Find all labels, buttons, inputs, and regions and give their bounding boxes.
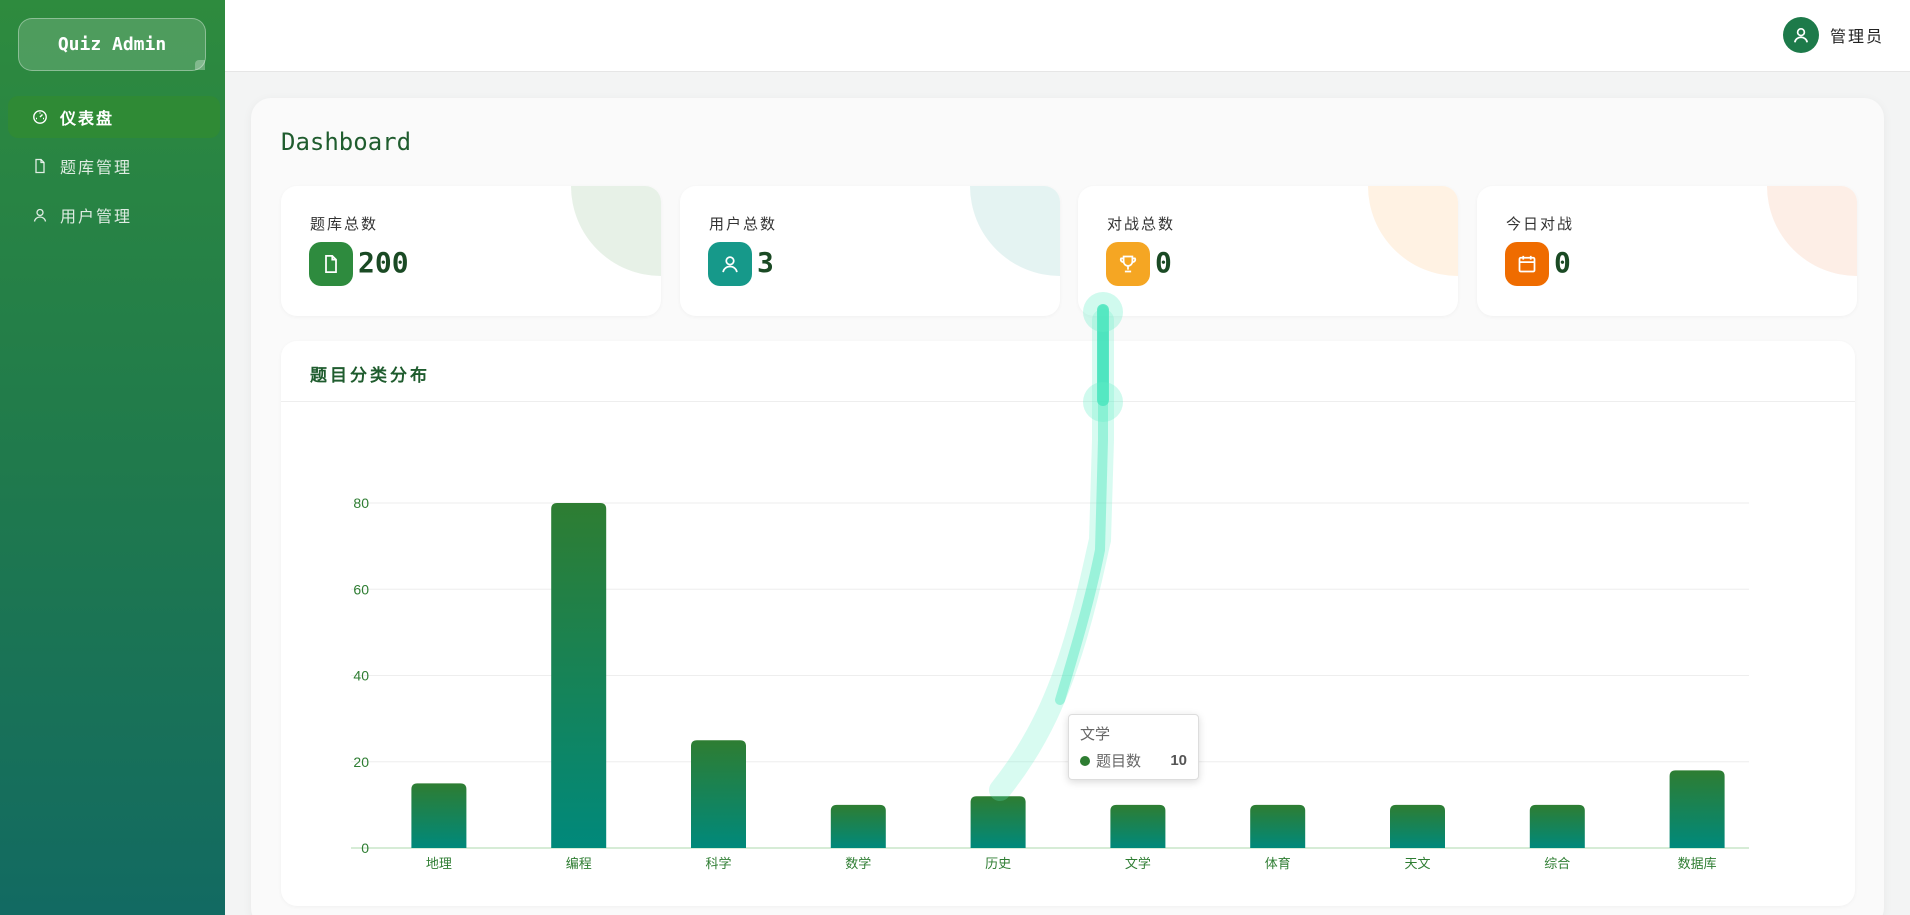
y-tick-label: 20	[353, 754, 369, 770]
stat-icon-badge	[1505, 242, 1549, 286]
user-icon	[33, 208, 47, 222]
stat-icon-badge	[309, 242, 353, 286]
y-tick-label: 0	[361, 840, 369, 856]
chart-bar[interactable]	[1529, 804, 1585, 848]
tooltip-row: 题目数 10	[1080, 750, 1187, 771]
stat-card-battles: 对战总数 0	[1078, 186, 1458, 316]
chart-tooltip: 文学 题目数 10	[1068, 714, 1199, 780]
document-icon	[35, 158, 45, 174]
x-tick-label: 天文	[1404, 857, 1430, 872]
tooltip-value: 10	[1170, 752, 1187, 769]
divider	[281, 401, 1855, 402]
y-tick-label: 80	[353, 495, 369, 511]
chart-bar[interactable]	[691, 740, 746, 848]
stat-icon-badge	[708, 242, 752, 286]
sidebar-item-questions[interactable]: 题库管理	[8, 145, 220, 187]
card-decoration	[1368, 186, 1458, 276]
stat-value: 0	[1155, 246, 1172, 279]
sidebar-item-label: 仪表盘	[60, 109, 115, 128]
sidebar-item-dashboard[interactable]: 仪表盘	[8, 96, 220, 138]
sidebar-nav: 仪表盘 题库管理 用户管理	[8, 96, 220, 243]
x-tick-label: 文学	[1125, 856, 1151, 872]
stat-value: 3	[757, 246, 774, 279]
chart-title: 题目分类分布	[310, 366, 430, 386]
x-tick-label: 地理	[426, 857, 452, 872]
x-tick-label: 科学	[705, 856, 731, 872]
calendar-icon	[1518, 255, 1536, 273]
user-menu[interactable]: 管理员	[1782, 17, 1884, 53]
stat-label: 今日对战	[1506, 215, 1575, 233]
gauge-icon	[33, 110, 47, 124]
sidebar-item-label: 用户管理	[60, 207, 133, 226]
chart-card: 题目分类分布 0 20 40 60 80 地理 编程 科学 数学 历史 文学 体育 天文 综合 数据库	[281, 341, 1855, 906]
stat-value: 200	[358, 246, 409, 279]
chart-bar[interactable]	[551, 503, 607, 848]
card-decoration	[1767, 186, 1857, 276]
chart-bar[interactable]	[1390, 804, 1445, 848]
x-tick-label: 编程	[566, 857, 592, 872]
user-icon	[1793, 27, 1809, 43]
stat-icon-badge	[1106, 242, 1150, 286]
tooltip-category: 文学	[1080, 726, 1111, 743]
document-icon	[325, 255, 337, 273]
stat-label: 用户总数	[709, 215, 778, 233]
chart-bar[interactable]	[1110, 804, 1166, 848]
stat-card-users: 用户总数 3	[680, 186, 1060, 316]
sidebar-item-users[interactable]: 用户管理	[8, 194, 220, 236]
chart-bar[interactable]	[411, 783, 467, 848]
trophy-icon	[1119, 255, 1137, 273]
page-title: Dashboard	[281, 128, 412, 156]
stat-card-today-battles: 今日对战 0	[1477, 186, 1857, 316]
x-tick-label: 综合	[1544, 857, 1570, 872]
x-tick-label: 体育	[1265, 856, 1291, 872]
top-header: 管理员	[225, 0, 1910, 72]
x-tick-label: 数据库	[1678, 856, 1717, 872]
x-tick-label: 历史	[985, 857, 1011, 872]
card-decoration	[970, 186, 1060, 276]
stat-card-questions: 题库总数 200	[281, 186, 661, 316]
chart-bar[interactable]	[970, 796, 1026, 848]
x-tick-label: 数学	[845, 856, 871, 872]
stat-value: 0	[1554, 246, 1571, 279]
chart-bar[interactable]	[830, 804, 886, 848]
avatar[interactable]	[1782, 17, 1819, 53]
chart-bar[interactable]	[1669, 770, 1725, 848]
user-icon	[722, 256, 738, 273]
chart-bar[interactable]	[1250, 804, 1306, 848]
y-tick-label: 40	[353, 668, 369, 684]
sidebar-item-label: 题库管理	[60, 158, 133, 177]
app-logo[interactable]: Quiz Admin	[18, 18, 206, 71]
stat-label: 对战总数	[1107, 215, 1176, 233]
main-content: Dashboard 题库总数 200 用户总数 3 对战总数	[251, 98, 1884, 915]
series-dot	[1080, 755, 1090, 766]
card-decoration	[571, 186, 661, 276]
tooltip-series-name: 题目数	[1096, 753, 1142, 770]
sidebar: Quiz Admin 仪表盘 题库管理 用户管理	[0, 0, 225, 915]
stat-label: 题库总数	[310, 215, 379, 233]
user-name[interactable]: 管理员	[1829, 27, 1884, 46]
y-tick-label: 60	[353, 581, 369, 597]
